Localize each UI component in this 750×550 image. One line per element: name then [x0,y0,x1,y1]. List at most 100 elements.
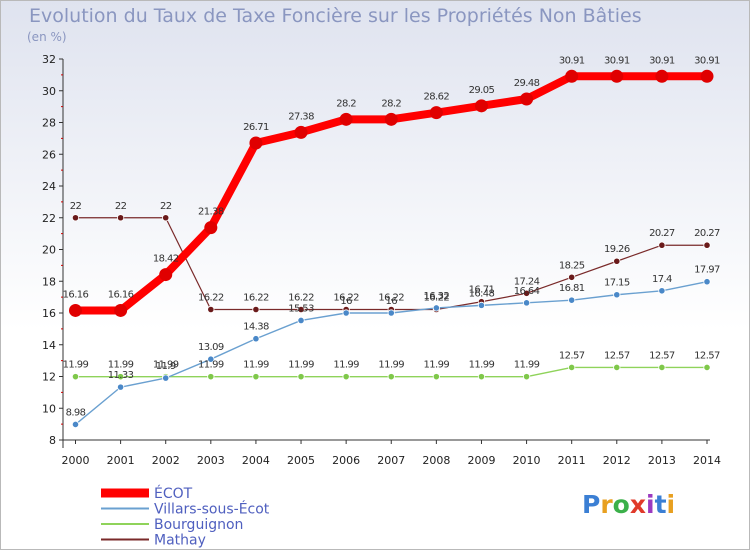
logo-letter: r [600,490,613,519]
data-label-ecot: 28.62 [424,92,450,103]
data-point-bourguignon [432,373,440,381]
data-label-ecot: 16.16 [63,289,89,300]
data-label-ecot: 26.71 [243,122,269,133]
data-label-bourguignon: 12.57 [604,350,630,361]
data-label-ecot: 21.38 [198,207,224,218]
data-point-bourguignon [703,363,711,372]
data-point-villars-sous-ecot [117,383,125,391]
data-point-villars-sous-ecot [703,278,711,286]
logo-letter: x [630,490,646,519]
data-point-mathay [297,305,305,314]
data-point-bourguignon [342,373,350,381]
y-tick-label: 14 [42,339,56,352]
data-point-villars-sous-ecot [568,296,576,304]
data-label-mathay: 16.22 [198,293,224,304]
data-label-bourguignon: 11.99 [108,360,134,371]
data-point-villars-sous-ecot [252,335,260,343]
legend-label-ecot: ÉCOT [154,485,193,502]
data-point-ecot [429,106,443,120]
y-tick-label: 26 [42,148,56,161]
data-label-ecot: 28.2 [381,98,401,109]
data-point-mathay [568,273,576,281]
data-label-bourguignon: 12.57 [694,350,720,361]
data-label-bourguignon: 12.57 [649,350,675,361]
x-tick-label: 2003 [197,454,225,467]
x-tick-label: 2011 [558,454,586,467]
data-label-mathay: 22 [115,201,127,212]
data-label-bourguignon: 11.99 [63,360,89,371]
data-label-villars-sous-ecot: 14.38 [243,322,269,333]
data-label-ecot: 28.2 [336,98,356,109]
data-point-ecot [159,268,173,282]
x-tick-label: 2012 [603,454,631,467]
x-tick-label: 2006 [332,454,360,467]
data-label-mathay: 22 [160,201,172,212]
data-point-villars-sous-ecot [297,316,305,325]
data-point-ecot [249,136,263,150]
x-tick-label: 2009 [467,454,495,467]
data-label-mathay: 16.22 [378,293,404,304]
data-point-ecot [294,125,308,139]
y-tick-label: 30 [42,85,56,98]
data-point-villars-sous-ecot [522,299,531,307]
data-label-villars-sous-ecot: 11.33 [108,370,134,381]
data-label-bourguignon: 11.99 [424,360,450,371]
data-point-bourguignon [387,373,395,381]
data-label-bourguignon: 11.99 [243,360,269,371]
data-label-villars-sous-ecot: 17.15 [604,278,630,289]
data-point-mathay [522,289,531,297]
chart-subtitle: (en %) [27,30,67,44]
data-label-mathay: 16.71 [469,285,495,296]
logo-letter: P [582,490,600,519]
data-point-bourguignon [207,373,215,381]
data-label-bourguignon: 11.99 [153,360,179,371]
data-point-bourguignon [477,373,486,381]
x-tick-label: 2001 [107,454,135,467]
data-label-ecot: 30.91 [694,55,720,66]
data-point-ecot [655,69,669,83]
data-label-villars-sous-ecot: 16.48 [469,288,495,299]
x-tick-label: 2007 [377,454,405,467]
data-point-bourguignon [568,363,576,372]
x-tick-label: 2000 [62,454,90,467]
data-label-bourguignon: 11.99 [514,360,540,371]
y-tick-label: 28 [42,117,56,130]
data-label-villars-sous-ecot: 16.64 [514,286,540,297]
data-label-bourguignon: 11.99 [378,360,404,371]
data-label-ecot: 29.05 [469,85,495,96]
data-label-mathay: 16.22 [333,293,359,304]
data-label-ecot: 30.91 [604,55,630,66]
data-label-bourguignon: 11.99 [469,360,495,371]
data-point-villars-sous-ecot [658,287,666,295]
data-point-bourguignon [117,373,125,381]
chart-title: Evolution du Taux de Taxe Foncière sur l… [29,5,642,27]
data-label-villars-sous-ecot: 13.09 [198,342,224,353]
data-label-mathay: 19.26 [604,244,630,255]
data-point-mathay [71,214,80,222]
data-label-ecot: 16.16 [108,289,134,300]
x-tick-label: 2014 [693,454,721,467]
data-point-bourguignon [658,363,666,372]
data-label-bourguignon: 12.57 [559,350,585,361]
data-point-bourguignon [522,373,531,381]
data-point-mathay [117,214,125,222]
y-tick-label: 18 [42,275,56,288]
data-label-villars-sous-ecot: 17.97 [694,265,720,276]
data-label-bourguignon: 11.99 [333,360,359,371]
y-tick-label: 32 [42,53,56,66]
data-label-villars-sous-ecot: 16.81 [559,283,585,294]
data-label-mathay: 16.22 [243,293,269,304]
data-label-ecot: 30.91 [649,55,675,66]
data-label-villars-sous-ecot: 17.4 [652,274,672,285]
data-point-ecot [565,69,579,83]
data-point-mathay [162,214,170,222]
data-point-villars-sous-ecot [207,355,215,363]
data-label-villars-sous-ecot: 16 [385,296,397,307]
data-point-mathay [252,305,260,314]
data-point-bourguignon [613,363,621,372]
data-point-mathay [613,257,621,265]
data-point-villars-sous-ecot [387,309,395,317]
data-label-villars-sous-ecot: 11.9 [156,361,176,372]
logo-letter: o [613,490,630,519]
